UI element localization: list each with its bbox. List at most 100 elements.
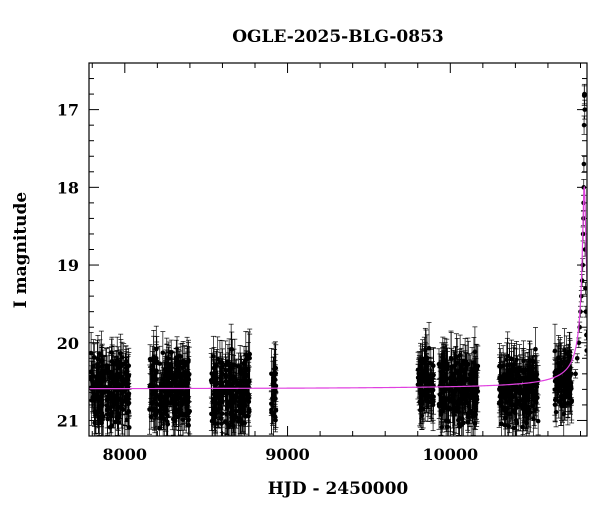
- data-point: [117, 404, 123, 409]
- data-point: [164, 361, 170, 366]
- data-point: [507, 411, 512, 417]
- data-point: [501, 373, 506, 379]
- data-point: [497, 393, 503, 398]
- data-point: [182, 370, 188, 375]
- data-point: [166, 369, 172, 374]
- data-point: [448, 355, 454, 361]
- data-point: [243, 414, 248, 419]
- data-point: [230, 419, 236, 424]
- data-point: [504, 387, 510, 393]
- data-point: [211, 354, 216, 359]
- data-point: [168, 362, 174, 367]
- data-point: [460, 401, 465, 406]
- data-point: [420, 401, 425, 407]
- data-point: [211, 414, 217, 420]
- data-point: [224, 405, 230, 411]
- data-point: [449, 377, 455, 382]
- data-point: [456, 370, 461, 376]
- tick-labels: 8000 9000 10000 17 18 19 20 21: [57, 101, 478, 464]
- data-point: [148, 414, 154, 420]
- data-point: [437, 392, 443, 397]
- data-point: [428, 361, 434, 366]
- data-point: [114, 393, 120, 399]
- data-point: [271, 412, 276, 418]
- data-point: [416, 371, 422, 376]
- data-point: [474, 397, 480, 402]
- data-point: [169, 388, 175, 394]
- data-point: [95, 365, 100, 371]
- data-point: [176, 408, 182, 414]
- data-point: [451, 411, 456, 417]
- data-point: [511, 425, 517, 431]
- data-point: [124, 369, 130, 374]
- data-point: [517, 384, 523, 390]
- data-point: [95, 383, 101, 389]
- data-point: [500, 390, 506, 396]
- x-axis-title: HJD - 2450000: [268, 479, 409, 499]
- data-point: [160, 350, 166, 356]
- data-point: [474, 366, 480, 372]
- data-point: [124, 417, 130, 423]
- data-point: [530, 403, 536, 409]
- data-point: [164, 419, 170, 425]
- data-point: [456, 421, 462, 427]
- data-point: [90, 382, 96, 388]
- data-point: [218, 416, 224, 422]
- data-point: [445, 424, 450, 430]
- data-point: [444, 397, 450, 402]
- data-point: [430, 398, 436, 404]
- data-point: [454, 354, 459, 360]
- data-point: [226, 384, 232, 389]
- data-point: [105, 405, 111, 411]
- data-point: [270, 396, 275, 401]
- data-point: [153, 355, 159, 361]
- data-point: [431, 394, 436, 400]
- data-point: [176, 413, 181, 419]
- data-point: [178, 379, 183, 385]
- data-point: [98, 395, 103, 400]
- data-point: [147, 356, 153, 362]
- data-point: [186, 359, 191, 365]
- data-point: [422, 371, 428, 377]
- data-point: [111, 403, 117, 409]
- data-point: [422, 359, 427, 365]
- data-point: [151, 388, 157, 394]
- data-point: [472, 349, 478, 355]
- data-point: [514, 420, 520, 426]
- data-point: [443, 361, 449, 367]
- data-point: [158, 415, 163, 421]
- x-tick-label: 8000: [103, 445, 148, 464]
- data-point: [89, 350, 94, 356]
- data-point: [126, 373, 132, 379]
- y-tick-label: 20: [57, 334, 79, 353]
- data-point: [184, 398, 190, 404]
- data-point: [436, 403, 442, 409]
- data-point: [154, 360, 160, 366]
- x-tick-label: 10000: [422, 445, 478, 464]
- data-point: [535, 395, 540, 401]
- data-point: [218, 382, 224, 388]
- data-point: [109, 350, 114, 355]
- data-point: [180, 417, 186, 423]
- data-point: [463, 359, 469, 364]
- y-tick-label: 19: [57, 256, 79, 275]
- data-point: [106, 370, 112, 376]
- data-point: [224, 411, 229, 417]
- data-point: [527, 364, 532, 370]
- data-point: [515, 370, 520, 375]
- data-point: [187, 408, 192, 414]
- data-point: [242, 371, 248, 377]
- data-point: [157, 396, 162, 402]
- data-point: [176, 361, 182, 366]
- data-point: [269, 401, 274, 407]
- data-point: [472, 410, 477, 416]
- data-point: [441, 356, 446, 361]
- data-point: [100, 368, 106, 374]
- data-point: [182, 383, 188, 388]
- data-point: [465, 400, 471, 406]
- data-point: [211, 379, 217, 384]
- data-point: [472, 382, 477, 388]
- y-axis-title: I magnitude: [11, 192, 31, 309]
- data-point: [184, 402, 189, 408]
- data-point: [534, 384, 540, 390]
